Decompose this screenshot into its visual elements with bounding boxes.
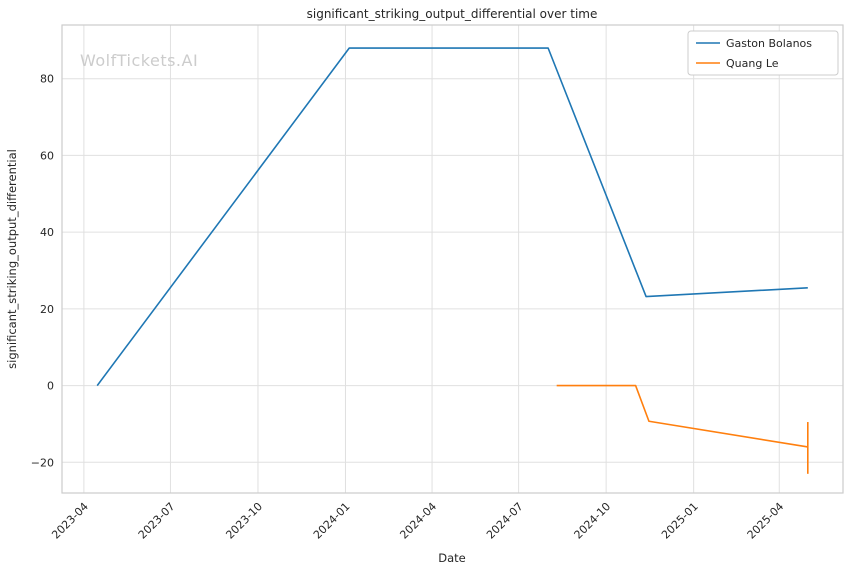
x-tick-label: 2024-07	[484, 500, 526, 542]
y-axis-label: significant_striking_output_differential	[5, 149, 19, 369]
x-tick-label: 2023-10	[223, 500, 265, 542]
x-tick-label: 2023-04	[49, 500, 91, 542]
x-axis-label: Date	[438, 551, 466, 565]
legend: Gaston Bolanos Quang Le	[687, 30, 839, 76]
x-tick-label: 2025-04	[745, 500, 787, 542]
plot-border	[61, 24, 844, 494]
y-tick-labels: −20 0 20 40 60 80	[31, 73, 54, 470]
y-tick-label: 80	[40, 73, 54, 86]
x-tick-labels: 2023-04 2023-07 2023-10 2024-01 2024-04 2024-…	[49, 500, 786, 542]
y-tick-label: 20	[40, 303, 54, 316]
gridlines	[62, 25, 843, 493]
series-line-quang-le	[556, 384, 808, 448]
y-tick-label: 60	[40, 149, 54, 162]
legend-label-gaston-bolanos: Gaston Bolanos	[726, 37, 812, 50]
x-tick-label: 2024-10	[572, 500, 614, 542]
x-tick-label: 2025-01	[659, 500, 701, 542]
series-lines	[96, 47, 809, 474]
x-tick-label: 2024-01	[311, 500, 353, 542]
y-tick-label: −20	[31, 456, 54, 469]
x-tick-label: 2023-07	[136, 500, 178, 542]
series-line-gaston-bolanos	[96, 47, 808, 387]
y-tick-label: 40	[40, 226, 54, 239]
chart-title: significant_striking_output_differential…	[307, 7, 598, 21]
legend-box	[687, 30, 839, 76]
legend-label-quang-le: Quang Le	[726, 57, 779, 70]
x-tick-label: 2024-04	[397, 500, 439, 542]
y-tick-label: 0	[47, 380, 54, 393]
watermark: WolfTickets.AI	[80, 51, 198, 70]
